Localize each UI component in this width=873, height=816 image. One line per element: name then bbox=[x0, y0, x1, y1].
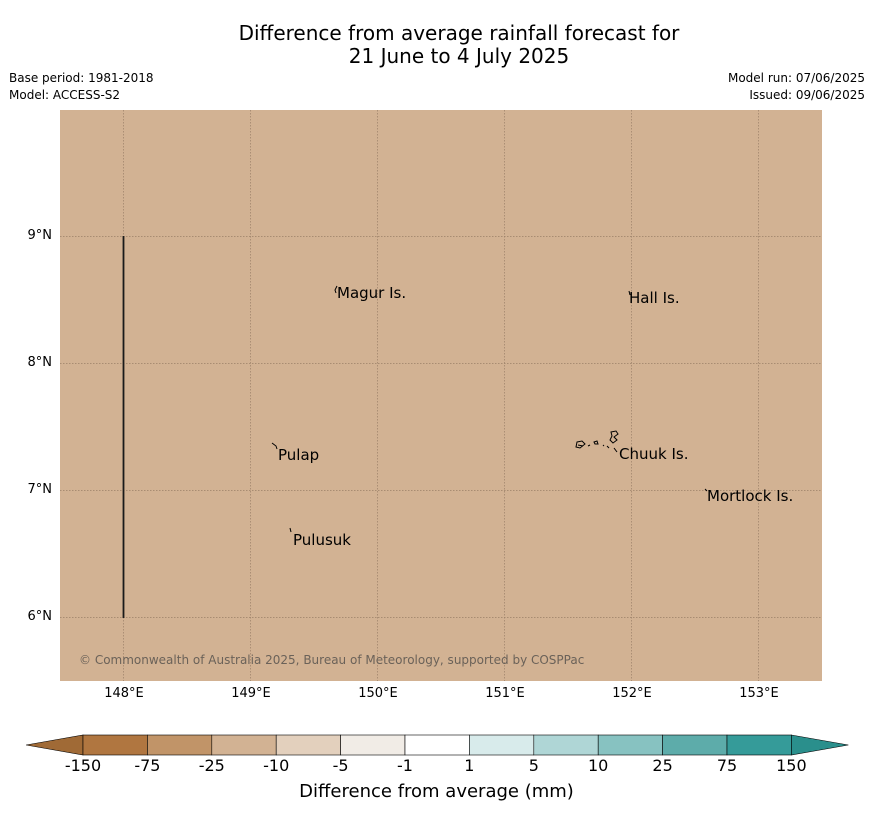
lat-label-7n: 7°N bbox=[27, 482, 53, 497]
colorbar-box bbox=[82, 734, 148, 756]
lon-label-152e: 152°E bbox=[612, 686, 652, 701]
pulap-island-shape bbox=[271, 442, 278, 450]
lon-label-153e: 153°E bbox=[739, 686, 779, 701]
label-magur-is: Magur Is. bbox=[337, 284, 407, 302]
colorbar-tick-label: -5 bbox=[332, 756, 349, 775]
label-hall-is: Hall Is. bbox=[629, 289, 680, 307]
meta-left: Base period: 1981-2018 Model: ACCESS-S2 bbox=[9, 70, 154, 104]
colorbar-tick-label: 1 bbox=[464, 756, 475, 775]
colorbar-box bbox=[340, 734, 406, 756]
colorbar bbox=[25, 733, 850, 761]
colorbar-box bbox=[533, 734, 599, 756]
lon-label-148e: 148°E bbox=[104, 686, 144, 701]
lat-gridlines bbox=[60, 236, 822, 618]
colorbar-tick-label: -1 bbox=[397, 756, 413, 775]
colorbar-tick-label: 25 bbox=[652, 756, 673, 775]
map-svg bbox=[60, 110, 822, 681]
label-pulusuk: Pulusuk bbox=[293, 531, 351, 549]
map-background bbox=[60, 110, 822, 681]
label-pulap: Pulap bbox=[278, 446, 320, 464]
colorbar-box bbox=[597, 734, 663, 756]
meta-right: Model run: 07/06/2025 Issued: 09/06/2025 bbox=[728, 70, 865, 104]
colorbar-box bbox=[726, 734, 792, 756]
base-period: Base period: 1981-2018 bbox=[9, 71, 154, 85]
lon-label-149e: 149°E bbox=[231, 686, 271, 701]
colorbar-tick-label: 150 bbox=[776, 756, 807, 775]
label-chuuk-is: Chuuk Is. bbox=[619, 445, 689, 463]
issued-date: Issued: 09/06/2025 bbox=[749, 88, 865, 102]
chuuk-island-shapes bbox=[575, 430, 619, 453]
title-line-1: Difference from average rainfall forecas… bbox=[238, 21, 680, 45]
colorbar-box bbox=[275, 734, 341, 756]
colorbar-tick-label: -75 bbox=[134, 756, 161, 775]
hall-island-shape bbox=[628, 290, 631, 296]
colorbar-tick-label: 10 bbox=[588, 756, 609, 775]
lat-label-9n: 9°N bbox=[27, 228, 53, 243]
colorbar-tick-label: -150 bbox=[64, 756, 102, 775]
model-run: Model run: 07/06/2025 bbox=[727, 71, 865, 85]
lat-label-6n: 6°N bbox=[27, 609, 53, 624]
colorbar-box bbox=[147, 734, 213, 756]
colorbar-boxes bbox=[25, 734, 849, 756]
colorbar-tick-label: 75 bbox=[716, 756, 738, 775]
colorbar-label: Difference from average (mm) bbox=[299, 781, 574, 802]
pulusuk-island-shape bbox=[289, 527, 292, 533]
colorbar-tick-label: -10 bbox=[263, 756, 290, 775]
lon-label-151e: 151°E bbox=[485, 686, 525, 701]
colorbar-extend-low bbox=[25, 734, 84, 756]
colorbar-svg bbox=[25, 734, 849, 756]
colorbar-box bbox=[211, 734, 277, 756]
map-panel bbox=[60, 110, 822, 681]
island-outlines bbox=[271, 285, 708, 533]
model-name: Model: ACCESS-S2 bbox=[9, 88, 121, 102]
lon-label-150e: 150°E bbox=[358, 686, 398, 701]
colorbar-tick-label: -25 bbox=[198, 756, 225, 775]
chart-title: Difference from average rainfall forecas… bbox=[0, 22, 873, 68]
title-line-2: 21 June to 4 July 2025 bbox=[348, 44, 570, 68]
colorbar-tick-label: 5 bbox=[528, 756, 539, 775]
colorbar-box bbox=[662, 734, 728, 756]
magur-island-shape bbox=[334, 285, 338, 294]
lat-label-8n: 8°N bbox=[27, 355, 53, 370]
copyright-text: © Commonwealth of Australia 2025, Bureau… bbox=[79, 653, 585, 667]
colorbar-box bbox=[469, 734, 535, 756]
colorbar-extend-high bbox=[791, 734, 849, 756]
colorbar-box bbox=[404, 734, 470, 756]
label-mortlock-is: Mortlock Is. bbox=[707, 487, 794, 505]
mortlock-island-shape bbox=[704, 488, 708, 492]
